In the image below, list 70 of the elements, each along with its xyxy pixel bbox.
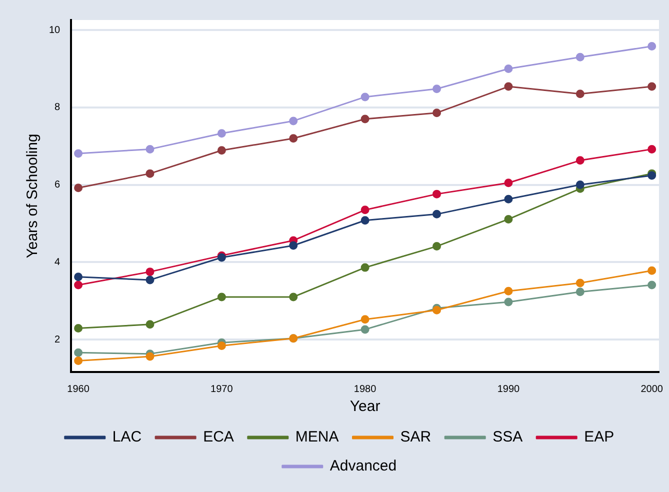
point: [432, 242, 442, 251]
point: [504, 286, 513, 296]
point: [289, 116, 298, 126]
x-axis-title: Year: [350, 398, 380, 416]
point: [360, 216, 370, 225]
point: [146, 276, 154, 284]
y-tick-label: 10: [49, 24, 61, 36]
point: [360, 206, 370, 214]
point: [217, 341, 226, 350]
point: [648, 144, 656, 154]
point: [74, 348, 83, 357]
point: [217, 292, 226, 302]
y-tick-label: 4: [54, 256, 61, 268]
point: [289, 292, 298, 302]
point: [576, 52, 584, 62]
legend-label: SSA: [492, 428, 523, 446]
point: [360, 263, 370, 272]
point: [576, 288, 584, 296]
legend-label: Advanced: [330, 458, 397, 475]
point: [289, 134, 298, 143]
legend-label: ECA: [203, 428, 234, 446]
legend-label: LAC: [112, 428, 142, 446]
point: [504, 298, 513, 306]
point: [432, 210, 442, 218]
point: [576, 90, 584, 98]
point: [648, 266, 656, 275]
point: [146, 320, 154, 329]
point: [504, 194, 513, 204]
x-tick-label: 1990: [497, 384, 520, 395]
point: [146, 352, 154, 361]
point: [74, 280, 83, 290]
point: [576, 180, 584, 190]
point: [146, 144, 154, 154]
point: [217, 129, 226, 138]
point: [360, 325, 370, 334]
point: [74, 272, 83, 282]
y-tick-label: 2: [54, 334, 61, 346]
point: [504, 64, 513, 73]
legend-label: SAR: [400, 428, 432, 446]
y-axis-title: Years of Schooling: [24, 134, 42, 258]
point: [648, 280, 656, 290]
point: [648, 42, 656, 51]
point: [432, 84, 442, 94]
legend-label: MENA: [295, 428, 339, 446]
x-tick-label: 1960: [67, 384, 90, 395]
point: [504, 214, 513, 224]
point: [504, 82, 513, 91]
x-tick-label: 2000: [640, 384, 664, 395]
x-tick-label: 1980: [354, 384, 377, 395]
point: [217, 146, 226, 155]
point: [360, 92, 370, 102]
point: [74, 324, 83, 333]
y-tick-label: 8: [54, 102, 61, 114]
x-tick-label: 1970: [210, 384, 234, 395]
point: [146, 169, 154, 178]
point: [360, 114, 370, 124]
point: [432, 108, 442, 118]
point: [289, 241, 298, 250]
point: [360, 315, 370, 324]
point: [74, 184, 83, 192]
point: [648, 82, 656, 91]
point: [504, 178, 513, 188]
point: [74, 356, 83, 366]
point: [146, 268, 154, 276]
y-tick-label: 6: [54, 180, 61, 191]
point: [432, 190, 442, 198]
point: [576, 278, 584, 288]
point: [74, 149, 83, 158]
legend-label: EAP: [584, 428, 614, 446]
point: [576, 156, 584, 165]
